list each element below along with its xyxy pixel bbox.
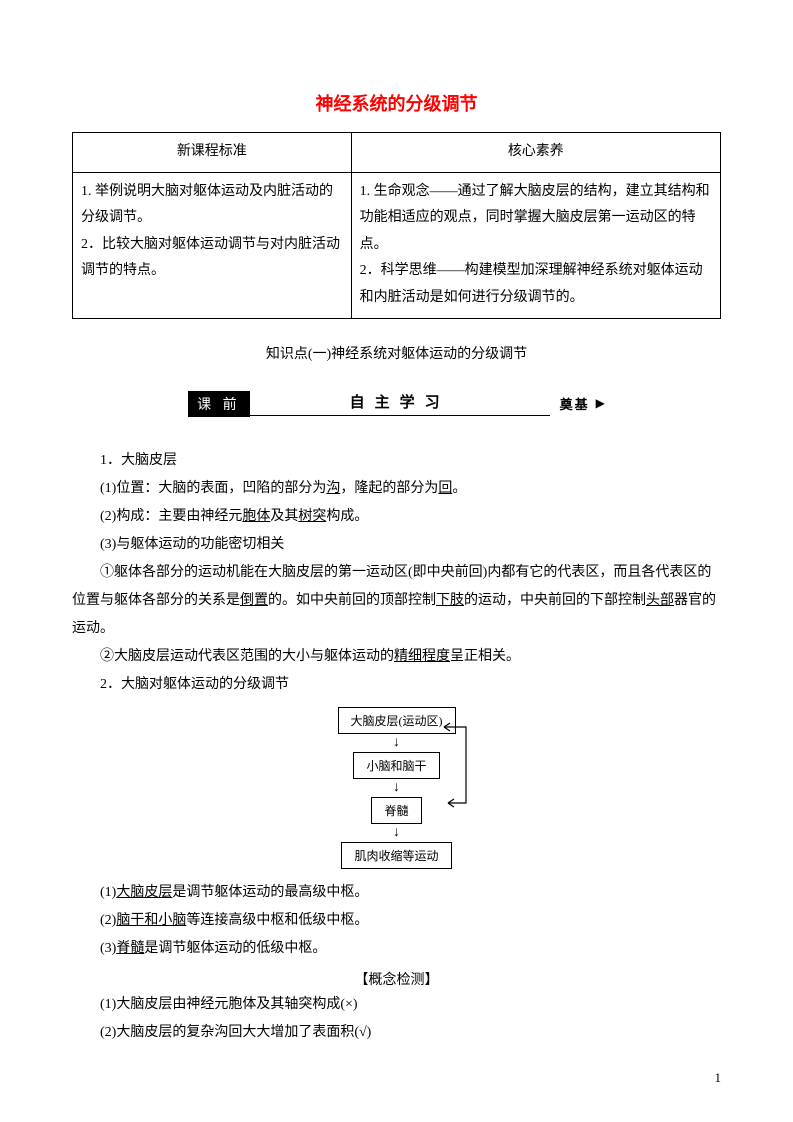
banner-mid-label: 自主学习 <box>250 391 550 416</box>
text: (2) <box>100 913 116 928</box>
section-banner: 课 前 自主学习 奠基 ▶ <box>72 389 721 419</box>
text: 呈正相关。 <box>450 649 520 664</box>
para-composition: (2)构成：主要由神经元胞体及其树突构成。 <box>72 503 721 531</box>
page-number: 1 <box>715 1070 722 1086</box>
play-arrow-icon: ▶ <box>590 396 605 411</box>
text: 等连接高级中枢和低级中枢。 <box>186 913 368 928</box>
u-precision: 精细程度 <box>394 649 450 664</box>
para-position: (1)位置：大脑的表面，凹陷的部分为沟，隆起的部分为回。 <box>72 475 721 503</box>
u-spinal: 脊髓 <box>116 941 144 956</box>
heading-hierarchical: 2．大脑对躯体运动的分级调节 <box>72 671 721 699</box>
knowledge-point-heading: 知识点(一)神经系统对躯体运动的分级调节 <box>72 343 721 363</box>
node-muscle: 肌肉收缩等运动 <box>341 842 451 869</box>
banner-right-label: 奠基 <box>550 394 590 413</box>
heading-cortex: 1．大脑皮层 <box>72 447 721 475</box>
para-inverse: ①躯体各部分的运动机能在大脑皮层的第一运动区(即中央前回)内都有它的代表区，而且… <box>72 559 721 643</box>
node-spinal: 脊髓 <box>371 797 421 824</box>
concept-check-heading: 【概念检测】 <box>72 969 721 989</box>
text: (3) <box>100 941 116 956</box>
text: 的。如中央前回的顶部控制 <box>268 593 436 608</box>
concept-q2: (2)大脑皮层的复杂沟回大大增加了表面积(√) <box>72 1019 721 1047</box>
u-cortex: 大脑皮层 <box>116 885 172 900</box>
node-cerebellum: 小脑和脑干 <box>353 752 439 779</box>
text: 。 <box>452 481 466 496</box>
u-brainstem: 脑干和小脑 <box>116 913 186 928</box>
arrow-down-icon: ↓ <box>393 779 400 797</box>
standards-table: 新课程标准 核心素养 1. 举例说明大脑对躯体运动及内脏活动的分级调节。 2．比… <box>72 132 721 319</box>
u-inverse: 倒置 <box>240 593 268 608</box>
text: ②大脑皮层运动代表区范围的大小与躯体运动的 <box>100 649 394 664</box>
para-function-head: (3)与躯体运动的功能密切相关 <box>72 531 721 559</box>
para-highest-center: (1)大脑皮层是调节躯体运动的最高级中枢。 <box>72 879 721 907</box>
td-literacy: 1. 生命观念——通过了解大脑皮层的结构，建立其结构和功能相适应的观点，同时掌握… <box>351 172 720 318</box>
text: 的运动，中央前回的下部控制 <box>464 593 646 608</box>
concept-q1: (1)大脑皮层由神经元胞体及其轴突构成(×) <box>72 991 721 1019</box>
text: (1)位置：大脑的表面，凹陷的部分为 <box>100 481 326 496</box>
text: 及其 <box>270 509 298 524</box>
text: 构成。 <box>326 509 368 524</box>
arrow-down-icon: ↓ <box>393 734 400 752</box>
u-dendrite: 树突 <box>298 509 326 524</box>
banner-left-label: 课 前 <box>188 391 250 417</box>
text: 是调节躯体运动的最高级中枢。 <box>172 885 368 900</box>
para-precision: ②大脑皮层运动代表区范围的大小与躯体运动的精细程度呈正相关。 <box>72 643 721 671</box>
para-lowest-center: (3)脊髓是调节躯体运动的低级中枢。 <box>72 935 721 963</box>
u-cellbody: 胞体 <box>242 509 270 524</box>
text: ，隆起的部分为 <box>340 481 438 496</box>
u-gou: 沟 <box>326 481 340 496</box>
node-cortex: 大脑皮层(运动区) <box>338 707 456 734</box>
u-head: 头部 <box>646 593 674 608</box>
text: (1) <box>100 885 116 900</box>
para-connect-center: (2)脑干和小脑等连接高级中枢和低级中枢。 <box>72 907 721 935</box>
th-literacy: 核心素养 <box>351 133 720 173</box>
text: 是调节躯体运动的低级中枢。 <box>144 941 326 956</box>
bypass-arrow-icon <box>440 721 474 809</box>
hierarchy-diagram: 大脑皮层(运动区) ↓ 小脑和脑干 ↓ 脊髓 ↓ 肌肉收缩等运动 <box>72 707 721 869</box>
td-standard: 1. 举例说明大脑对躯体运动及内脏活动的分级调节。 2．比较大脑对躯体运动调节与… <box>73 172 352 318</box>
th-standard: 新课程标准 <box>73 133 352 173</box>
u-lowerlimb: 下肢 <box>436 593 464 608</box>
u-hui: 回 <box>438 481 452 496</box>
page-title: 神经系统的分级调节 <box>72 90 721 116</box>
arrow-down-icon: ↓ <box>393 824 400 842</box>
text: (2)构成：主要由神经元 <box>100 509 242 524</box>
